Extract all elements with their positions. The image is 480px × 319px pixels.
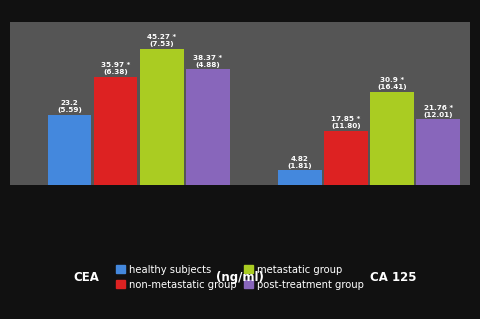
Text: 21.76 *
(12.01): 21.76 * (12.01) xyxy=(423,105,453,118)
Legend: healthy subjects, non-metastatic group, metastatic group, post-treatment group: healthy subjects, non-metastatic group, … xyxy=(113,262,367,293)
Text: 35.97 *
(6.38): 35.97 * (6.38) xyxy=(101,62,130,75)
Text: 45.27 *
(7.53): 45.27 * (7.53) xyxy=(147,34,176,47)
Bar xyxy=(416,119,460,185)
Bar xyxy=(186,70,229,185)
Bar xyxy=(278,170,322,185)
Text: 38.37 *
(4.88): 38.37 * (4.88) xyxy=(193,55,222,68)
Text: 17.85 *
(11.80): 17.85 * (11.80) xyxy=(331,116,361,130)
Bar xyxy=(140,48,183,185)
Bar xyxy=(94,77,137,185)
Text: CEA: CEA xyxy=(73,271,99,284)
Text: 30.9 *
(16.41): 30.9 * (16.41) xyxy=(377,77,407,90)
Bar xyxy=(370,92,414,185)
Text: 4.82
(1.81): 4.82 (1.81) xyxy=(288,156,312,169)
Bar xyxy=(48,115,91,185)
Text: (ng/ml): (ng/ml) xyxy=(216,271,264,284)
Text: CA 125: CA 125 xyxy=(371,271,417,284)
Bar xyxy=(324,131,368,185)
Text: 23.2
(5.59): 23.2 (5.59) xyxy=(57,100,82,113)
